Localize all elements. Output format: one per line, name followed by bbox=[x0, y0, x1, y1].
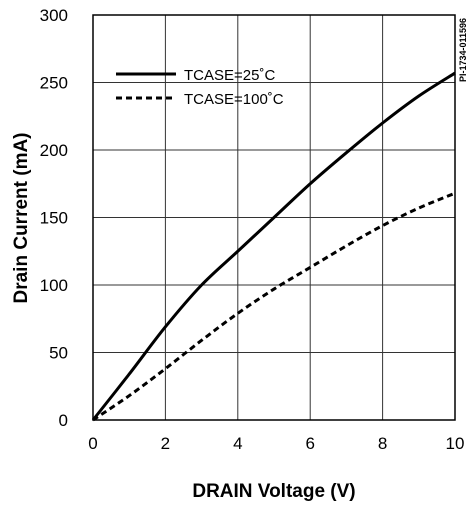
x-tick-label: 8 bbox=[378, 434, 387, 453]
series-line-100c bbox=[92, 191, 456, 422]
x-tick-label: 10 bbox=[446, 434, 465, 453]
y-tick-label: 300 bbox=[40, 6, 68, 25]
y-tick-label: 150 bbox=[40, 209, 68, 228]
x-tick-label: 2 bbox=[161, 434, 170, 453]
y-tick-label: 200 bbox=[40, 141, 68, 160]
y-tick-label: 0 bbox=[59, 411, 68, 430]
y-tick-label: 250 bbox=[40, 74, 68, 93]
legend-label-25c: TCASE=25˚C bbox=[184, 67, 275, 84]
legend: TCASE=25˚C TCASE=100˚C bbox=[116, 67, 284, 108]
x-axis-title: DRAIN Voltage (V) bbox=[192, 481, 355, 502]
plot-frame bbox=[92, 14, 456, 421]
y-tick-label: 100 bbox=[40, 276, 68, 295]
figure-code: PI-1734-011596 bbox=[458, 18, 468, 82]
x-tick-label: 0 bbox=[88, 434, 97, 453]
x-tick-label: 6 bbox=[305, 434, 314, 453]
x-tick-label: 4 bbox=[233, 434, 242, 453]
legend-label-100c: TCASE=100˚C bbox=[184, 91, 284, 108]
y-tick-label: 50 bbox=[49, 344, 68, 363]
series-line-25c bbox=[91, 71, 456, 421]
series-lines bbox=[91, 71, 456, 422]
y-axis-title: Drain Current (mA) bbox=[11, 132, 32, 303]
